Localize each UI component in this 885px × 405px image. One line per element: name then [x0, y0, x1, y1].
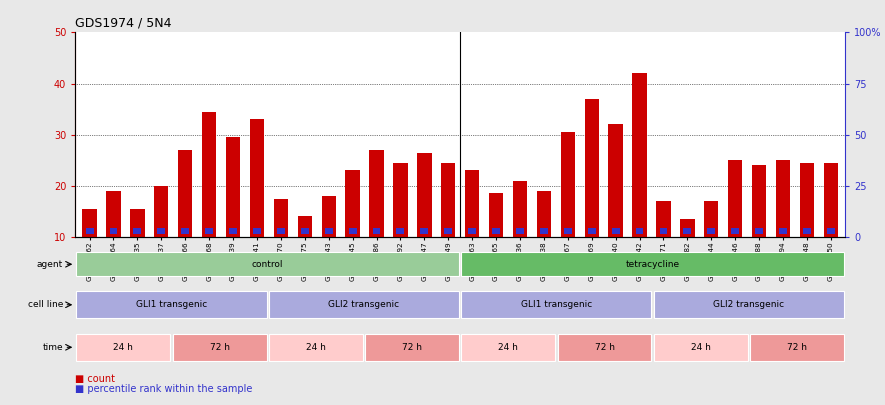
- Bar: [349, 228, 357, 234]
- Bar: [277, 228, 285, 234]
- Bar: [803, 228, 811, 234]
- Text: ■ count: ■ count: [75, 374, 115, 384]
- Bar: [154, 186, 168, 237]
- Bar: [654, 291, 844, 318]
- Text: agent: agent: [37, 260, 63, 269]
- Bar: [134, 228, 142, 234]
- Text: GLI2 transgenic: GLI2 transgenic: [713, 300, 784, 309]
- Bar: [178, 150, 192, 237]
- Bar: [558, 334, 651, 361]
- Bar: [800, 163, 814, 237]
- Bar: [325, 228, 333, 234]
- Bar: [489, 194, 504, 237]
- Bar: [659, 228, 667, 234]
- Text: 72 h: 72 h: [787, 343, 807, 352]
- Bar: [633, 73, 647, 237]
- Bar: [461, 291, 651, 318]
- Bar: [273, 198, 288, 237]
- Bar: [657, 201, 671, 237]
- Bar: [731, 228, 739, 234]
- Bar: [612, 228, 620, 234]
- Bar: [564, 228, 572, 234]
- Bar: [779, 228, 787, 234]
- Bar: [86, 228, 94, 234]
- Bar: [728, 160, 743, 237]
- Bar: [321, 196, 336, 237]
- Bar: [654, 334, 748, 361]
- Text: GDS1974 / 5N4: GDS1974 / 5N4: [75, 17, 172, 30]
- Bar: [776, 160, 790, 237]
- Text: time: time: [42, 343, 63, 352]
- Bar: [704, 201, 719, 237]
- Bar: [536, 191, 551, 237]
- Bar: [76, 291, 266, 318]
- Text: tetracycline: tetracycline: [626, 260, 680, 269]
- Text: 24 h: 24 h: [691, 343, 711, 352]
- Bar: [130, 209, 144, 237]
- Bar: [588, 228, 596, 234]
- Text: 24 h: 24 h: [306, 343, 326, 352]
- Bar: [82, 209, 96, 237]
- Bar: [250, 119, 264, 237]
- Bar: [106, 191, 120, 237]
- Bar: [584, 99, 599, 237]
- Bar: [827, 228, 835, 234]
- Bar: [681, 219, 695, 237]
- Text: 72 h: 72 h: [210, 343, 229, 352]
- Bar: [301, 228, 309, 234]
- Text: 72 h: 72 h: [402, 343, 422, 352]
- Bar: [393, 163, 408, 237]
- Bar: [269, 334, 363, 361]
- Bar: [110, 228, 118, 234]
- Bar: [492, 228, 500, 234]
- Bar: [441, 163, 456, 237]
- Bar: [512, 181, 527, 237]
- Bar: [181, 228, 189, 234]
- Bar: [465, 171, 480, 237]
- Bar: [560, 132, 575, 237]
- Bar: [824, 163, 838, 237]
- Bar: [253, 228, 261, 234]
- Bar: [269, 291, 459, 318]
- Bar: [609, 124, 623, 237]
- Bar: [420, 228, 428, 234]
- Bar: [366, 334, 459, 361]
- Bar: [461, 334, 555, 361]
- Bar: [468, 228, 476, 234]
- Bar: [683, 228, 691, 234]
- Bar: [369, 150, 384, 237]
- Bar: [540, 228, 548, 234]
- Bar: [755, 228, 763, 234]
- Bar: [76, 334, 170, 361]
- Bar: [345, 171, 360, 237]
- Bar: [635, 228, 643, 234]
- Text: GLI1 transgenic: GLI1 transgenic: [135, 300, 207, 309]
- Bar: [229, 228, 237, 234]
- Bar: [396, 228, 404, 234]
- Text: cell line: cell line: [27, 300, 63, 309]
- Text: control: control: [252, 260, 283, 269]
- Bar: [444, 228, 452, 234]
- Bar: [158, 228, 165, 234]
- Text: GLI1 transgenic: GLI1 transgenic: [520, 300, 592, 309]
- Bar: [76, 252, 459, 276]
- Bar: [205, 228, 213, 234]
- Bar: [202, 112, 216, 237]
- Bar: [752, 165, 766, 237]
- Bar: [297, 216, 312, 237]
- Bar: [707, 228, 715, 234]
- Bar: [173, 334, 266, 361]
- Text: GLI2 transgenic: GLI2 transgenic: [328, 300, 399, 309]
- Text: 72 h: 72 h: [595, 343, 614, 352]
- Text: 24 h: 24 h: [113, 343, 134, 352]
- Bar: [461, 252, 844, 276]
- Bar: [750, 334, 844, 361]
- Bar: [516, 228, 524, 234]
- Bar: [226, 137, 240, 237]
- Text: ■ percentile rank within the sample: ■ percentile rank within the sample: [75, 384, 252, 394]
- Text: 24 h: 24 h: [498, 343, 519, 352]
- Bar: [373, 228, 381, 234]
- Bar: [417, 153, 432, 237]
